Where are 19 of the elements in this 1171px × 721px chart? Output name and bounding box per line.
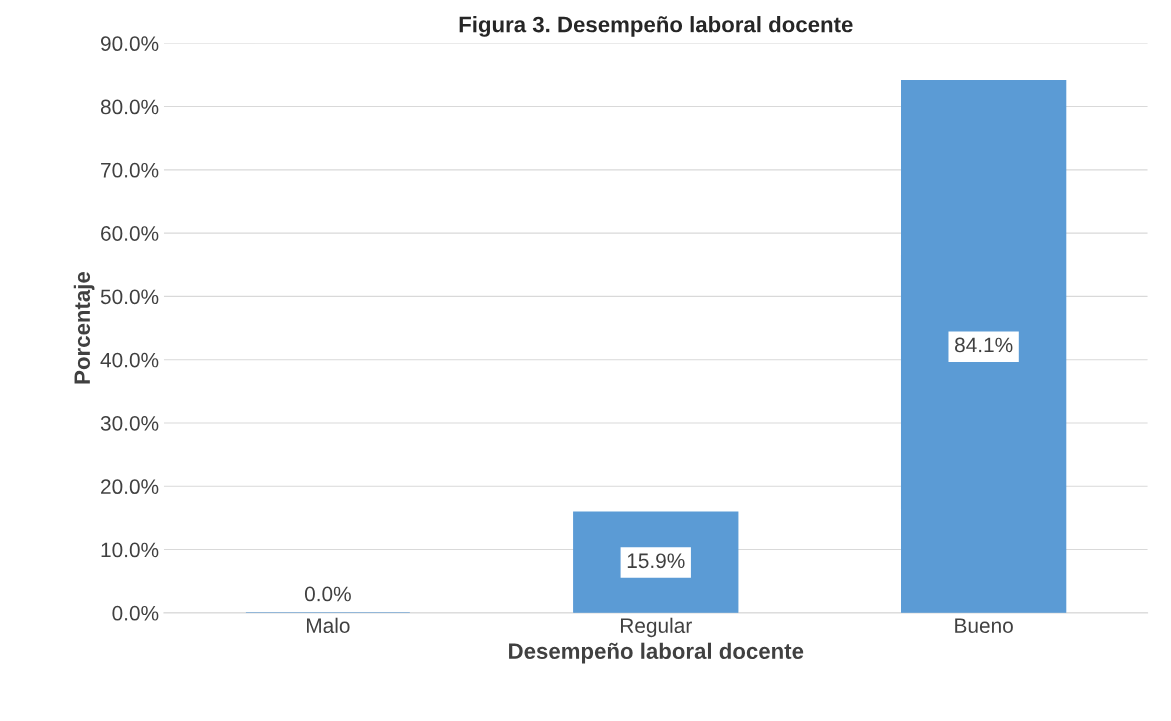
x-tick-label: Regular (620, 617, 692, 638)
data-label: 15.9% (627, 553, 685, 569)
y-tick-label: 30.0% (100, 415, 159, 431)
y-tick-label: 70.0% (101, 162, 159, 178)
y-tick-label: 20.0% (101, 479, 159, 495)
y-tick-label: 40.0% (100, 352, 159, 368)
y-tick-label: 90.0% (100, 36, 159, 52)
chart-title: Figura 3. Desempeño laboral docente (459, 16, 853, 37)
x-axis-title: Desempeño laboral docente (509, 642, 804, 664)
x-tick-label: Malo (307, 617, 350, 634)
data-label: 0.0% (304, 586, 351, 602)
x-tick-label: Bueno (955, 618, 1013, 634)
y-tick-label: 10.0% (101, 542, 159, 558)
y-tick-label: 80.0% (100, 99, 159, 115)
data-label: 84.1% (955, 337, 1013, 353)
y-axis-title: Porcentaje (73, 272, 95, 384)
y-tick-label: 0.0% (112, 605, 159, 621)
y-tick-label: 60.0% (101, 226, 159, 241)
y-tick-label: 50.0% (100, 289, 159, 305)
